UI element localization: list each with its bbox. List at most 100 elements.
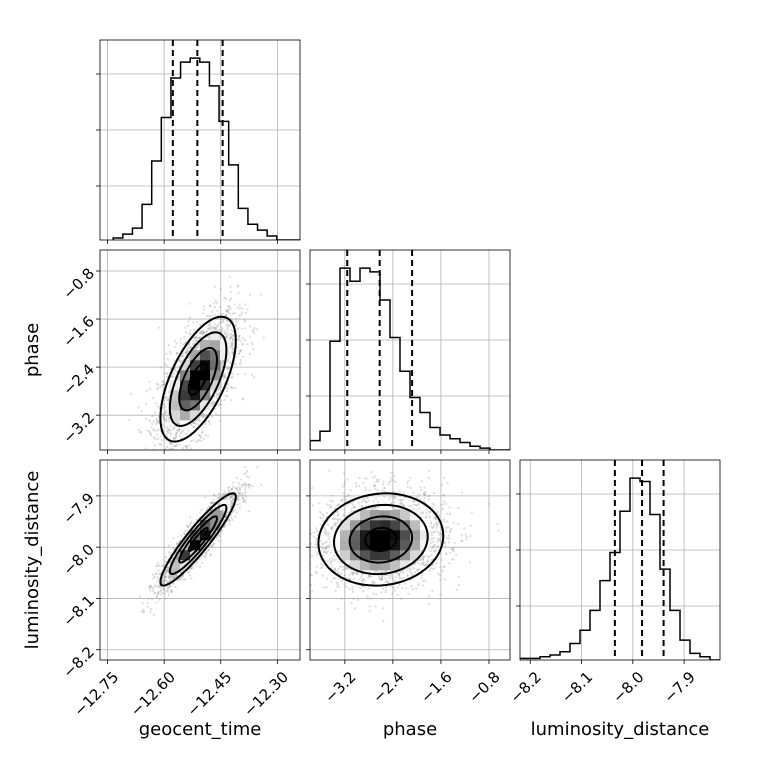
scatter-point	[144, 462, 146, 464]
contour-3	[159, 315, 237, 443]
scatter-point	[238, 352, 241, 355]
scatter-point	[165, 396, 168, 399]
scatter-point	[169, 575, 172, 578]
scatter-point	[327, 549, 330, 553]
scatter-point	[216, 309, 219, 312]
scatter-point	[241, 494, 244, 497]
scatter-point	[368, 489, 371, 492]
scatter-point	[164, 455, 166, 457]
scatter-point	[231, 375, 234, 378]
scatter-point	[209, 423, 212, 426]
scatter-point	[249, 325, 252, 328]
scatter-point	[420, 574, 423, 577]
scatter-point	[237, 335, 240, 338]
scatter-point	[195, 518, 198, 522]
scatter-point	[204, 434, 207, 437]
scatter-point	[173, 575, 176, 578]
scatter-point	[226, 311, 229, 314]
scatter-point	[149, 608, 153, 611]
scatter-point	[207, 548, 210, 551]
scatter-point	[220, 336, 223, 339]
scatter-point	[218, 495, 221, 498]
scatter-point	[190, 577, 193, 580]
scatter-point	[149, 387, 152, 390]
scatter-point	[220, 318, 223, 321]
scatter-point	[165, 570, 168, 573]
scatter-point	[223, 490, 226, 493]
scatter-point	[147, 469, 149, 471]
scatter-point	[163, 589, 166, 592]
scatter-point	[181, 352, 185, 355]
scatter-point	[223, 375, 226, 379]
scatter-point	[149, 451, 151, 453]
scatter-point	[179, 432, 182, 435]
scatter-point	[164, 572, 167, 575]
scatter-point	[163, 414, 166, 417]
scatter-point	[231, 342, 234, 345]
scatter-point	[228, 523, 231, 526]
scatter-point	[153, 457, 155, 459]
scatter-point	[208, 323, 211, 326]
scatter-point	[238, 307, 241, 310]
scatter-point	[153, 591, 156, 595]
scatter-point	[194, 339, 198, 343]
scatter-point	[244, 372, 247, 376]
scatter-point	[236, 499, 239, 502]
scatter-point	[180, 355, 183, 358]
scatter-point	[232, 510, 235, 513]
scatter-point	[205, 330, 208, 333]
scatter-point	[237, 353, 240, 356]
scatter-point	[219, 516, 222, 519]
scatter-point	[244, 484, 247, 487]
scatter-point	[177, 444, 180, 447]
scatter-point	[209, 501, 212, 504]
scatter-point	[357, 502, 360, 505]
scatter-point	[196, 561, 199, 564]
scatter-point	[170, 442, 173, 446]
scatter-point	[235, 321, 238, 324]
scatter-point	[230, 376, 233, 379]
scatter-point	[237, 498, 240, 501]
scatter-point	[238, 334, 241, 337]
scatter-point	[198, 565, 202, 568]
scatter-point	[244, 501, 247, 504]
scatter-point	[218, 493, 221, 496]
scatter-point	[216, 390, 219, 393]
scatter-point	[226, 360, 229, 363]
scatter-point	[189, 346, 192, 349]
scatter-point	[226, 390, 229, 393]
scatter-point	[201, 413, 204, 416]
scatter-point	[175, 574, 178, 577]
scatter-point	[215, 393, 218, 396]
scatter-point	[382, 483, 385, 486]
scatter-point	[232, 339, 235, 342]
scatter-point	[230, 500, 233, 503]
scatter-point	[160, 457, 162, 459]
scatter-point	[231, 518, 234, 522]
scatter-point	[229, 285, 232, 288]
scatter-point	[209, 304, 212, 307]
scatter-point	[399, 499, 402, 502]
scatter-point	[167, 573, 170, 576]
scatter-point	[241, 343, 244, 346]
scatter-point	[384, 588, 388, 592]
scatter-point	[146, 605, 149, 608]
scatter-point	[241, 492, 245, 495]
scatter-point	[186, 345, 189, 348]
scatter-point	[405, 587, 408, 590]
scatter-point	[199, 511, 202, 514]
scatter-point	[165, 418, 168, 421]
scatter-point	[225, 313, 228, 316]
scatter-point	[178, 358, 181, 361]
scatter-point	[232, 497, 235, 500]
scatter-point	[164, 409, 167, 412]
scatter-point	[226, 324, 229, 327]
scatter-point	[155, 429, 158, 432]
scatter-point	[184, 351, 187, 354]
scatter-point	[223, 493, 226, 496]
scatter-point	[166, 566, 169, 569]
scatter-point	[398, 576, 401, 580]
scatter-point	[448, 512, 451, 515]
scatter-point	[149, 586, 152, 589]
scatter-point	[201, 561, 204, 565]
